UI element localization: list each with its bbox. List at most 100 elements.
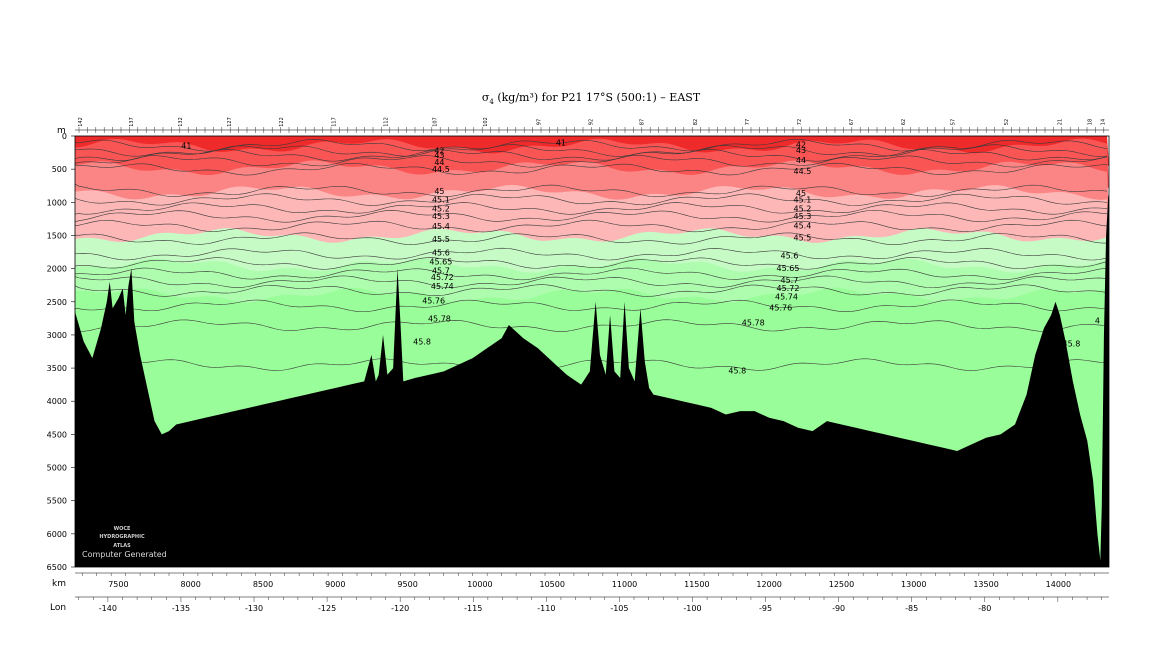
contour-label: 45.6 bbox=[780, 251, 798, 260]
contour-label: 45.72 bbox=[431, 273, 454, 282]
longitude-tick-label: -135 bbox=[172, 604, 190, 613]
contour-label: 45.4 bbox=[432, 222, 450, 231]
title-subscript: 4 bbox=[489, 98, 494, 106]
contour-label: 45.1 bbox=[432, 196, 450, 205]
distance-tick-label: 10000 bbox=[467, 580, 492, 589]
contour-label: 44.5 bbox=[794, 167, 812, 176]
seafloor bbox=[75, 195, 1109, 567]
station-label: 77 bbox=[745, 119, 751, 125]
title-sigma: σ bbox=[482, 91, 490, 104]
contour-label: 45 bbox=[434, 187, 444, 196]
contour-label: 45 bbox=[796, 189, 806, 198]
distance-tick-label: 9000 bbox=[325, 580, 345, 589]
contour-label: 44 bbox=[434, 158, 444, 167]
contour-label: 45.76 bbox=[769, 304, 792, 313]
isopycnal-line bbox=[75, 149, 1108, 162]
contour-label: 45.2 bbox=[794, 204, 812, 213]
station-label: 72 bbox=[797, 119, 803, 125]
longitude-tick-label: -110 bbox=[537, 604, 555, 613]
depth-tick-label: 500 bbox=[52, 165, 67, 174]
station-label: 97 bbox=[537, 119, 543, 125]
bathymetry bbox=[75, 195, 1109, 567]
isopycnal-line bbox=[75, 267, 1108, 281]
station-label: 142 bbox=[78, 117, 84, 127]
longitude-tick-label: -85 bbox=[905, 604, 918, 613]
isopycnal-line bbox=[75, 155, 1108, 168]
station-label: 122 bbox=[279, 117, 285, 127]
station-label: 18 bbox=[1088, 119, 1094, 125]
station-label: 132 bbox=[178, 117, 184, 127]
contour-label: 45.72 bbox=[777, 284, 800, 293]
depth-tick-label: 6500 bbox=[47, 563, 67, 572]
depth-tick-label: 2500 bbox=[47, 298, 67, 307]
station-label: 14 bbox=[1101, 119, 1107, 125]
station-label: 117 bbox=[331, 117, 337, 127]
longitude-axis: -140 -135 -130 -125 -120 -115 -110 -105 -100 -95 -… bbox=[75, 596, 1109, 613]
contour-label: 41 bbox=[181, 141, 191, 150]
isopycnal-line bbox=[75, 193, 1108, 206]
station-label: 82 bbox=[693, 119, 699, 125]
longitude-tick-label: -80 bbox=[978, 604, 991, 613]
longitude-tick-label: -130 bbox=[245, 604, 263, 613]
contour-label: 4 bbox=[1095, 316, 1100, 325]
chart-title: σ4 (kg/m³) for P21 17°S (500:1) – EAST bbox=[482, 91, 701, 106]
logo-line-atlas: ATLAS bbox=[113, 543, 131, 549]
station-label: 57 bbox=[950, 119, 956, 125]
contour-label: 45.8 bbox=[728, 367, 746, 376]
longitude-tick-label: -90 bbox=[832, 604, 845, 613]
depth-tick-label: 1500 bbox=[47, 231, 67, 240]
isopycnal-line bbox=[75, 144, 1108, 157]
isopycnal-line bbox=[75, 275, 1108, 289]
contour-label: 45.1 bbox=[794, 196, 812, 205]
contour-label: 45.5 bbox=[432, 235, 450, 244]
contour-label: 45.8 bbox=[1062, 340, 1080, 349]
contour-label: 43 bbox=[796, 146, 806, 155]
isopycnal-line bbox=[75, 162, 1108, 176]
station-label: 102 bbox=[483, 117, 489, 127]
isopycnal-line bbox=[75, 257, 1108, 270]
station-label: 92 bbox=[589, 119, 595, 125]
isopycnal-line bbox=[75, 219, 1108, 233]
distance-tick-label: 10500 bbox=[540, 580, 565, 589]
longitude-tick-label: -95 bbox=[759, 604, 772, 613]
contour-labels: 41 4142434444.542434444.54545.145.245.345… bbox=[181, 139, 1100, 403]
station-label: 67 bbox=[849, 119, 855, 125]
distance-tick-label: 9500 bbox=[397, 580, 417, 589]
distance-axis: 7500 8000 8500 9000 9500 10000 10500 11000 11500… bbox=[75, 572, 1109, 589]
contour-label: 45.65 bbox=[777, 264, 800, 273]
longitude-tick-label: -140 bbox=[99, 604, 117, 613]
depth-tick-label: 6000 bbox=[47, 530, 67, 539]
depth-tick-label: 5500 bbox=[47, 497, 67, 506]
distance-tick-label: 11500 bbox=[684, 580, 709, 589]
depth-axis: 0 500 1000 1500 2000 2500 3000 3500 4000 4500 5000… bbox=[47, 132, 75, 572]
depth-tick-label: 4500 bbox=[47, 430, 67, 439]
contour-label: 42 bbox=[434, 147, 444, 156]
contour-label: 44 bbox=[796, 156, 806, 165]
isopycnal-line bbox=[75, 299, 1108, 313]
isopycnal-line bbox=[75, 209, 1108, 223]
longitude-tick-label: -100 bbox=[683, 604, 701, 613]
contour-label: 45.6 bbox=[432, 249, 450, 258]
station-label: 21 bbox=[1057, 119, 1063, 125]
isopycnal-line bbox=[75, 319, 1108, 334]
distance-tick-label: 8500 bbox=[253, 580, 273, 589]
distance-tick-label: 7500 bbox=[108, 580, 128, 589]
depth-tick-label: 3500 bbox=[47, 364, 67, 373]
isopycnal-line bbox=[75, 183, 1108, 198]
distance-tick-label: 13000 bbox=[901, 580, 926, 589]
contour-label: 45.8 bbox=[413, 338, 431, 347]
distance-tick-label: 12500 bbox=[829, 580, 854, 589]
isopycnal-line bbox=[75, 232, 1108, 245]
contour-label: 45.7 bbox=[432, 267, 450, 276]
station-label: 107 bbox=[433, 117, 439, 127]
title-rest: (kg/m³) for P21 17°S (500:1) – EAST bbox=[494, 91, 701, 104]
longitude-label: Lon bbox=[50, 603, 66, 613]
contour-label: 45.3 bbox=[432, 212, 450, 221]
longitude-tick-label: -105 bbox=[610, 604, 628, 613]
contour-label: 45.74 bbox=[431, 282, 454, 291]
station-label: 137 bbox=[129, 117, 135, 127]
station-axis: 142 137 132 127 122 117 112 107 102 97 92 87 82 77 72 6… bbox=[75, 117, 1109, 133]
contour-label: 45.78 bbox=[428, 314, 451, 323]
contour-label: 45.65 bbox=[429, 257, 452, 266]
